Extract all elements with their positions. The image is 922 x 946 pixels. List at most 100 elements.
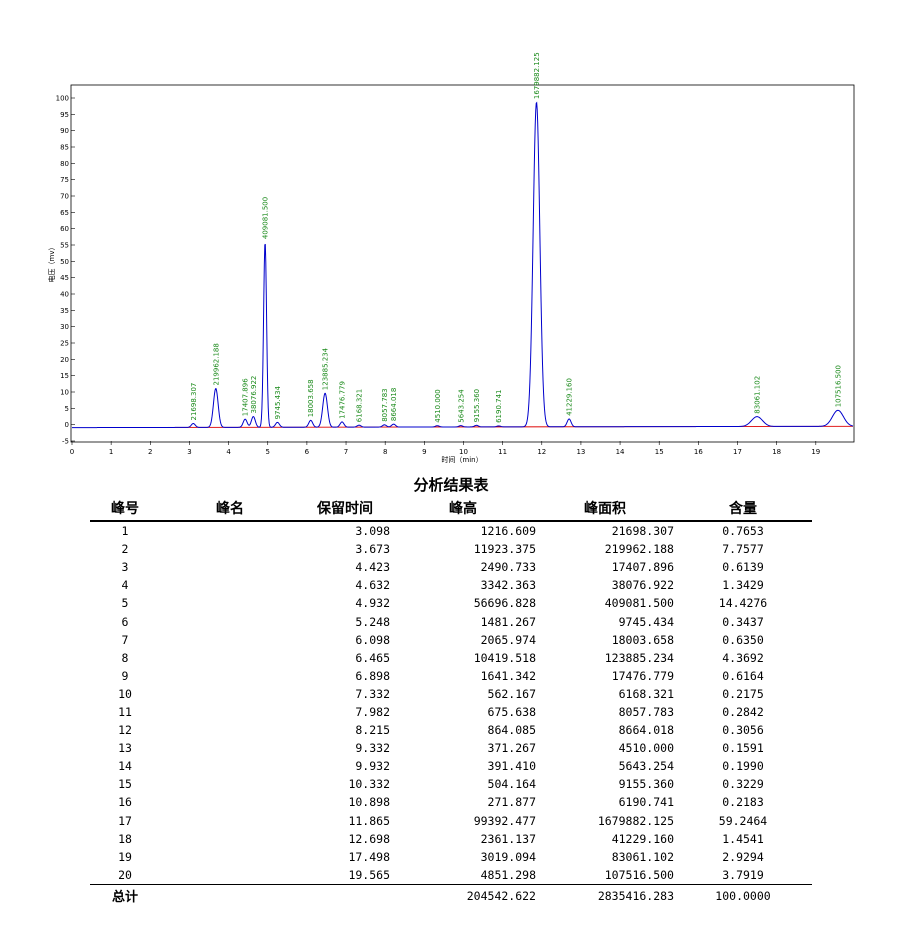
peak-label: 21698.307 bbox=[190, 383, 198, 421]
content-percent-cell: 1.4541 bbox=[722, 831, 764, 846]
table-row: 16 10.898 271.877 6190.741 0.2183 bbox=[90, 793, 812, 811]
peak-label: 17476.779 bbox=[339, 381, 347, 419]
signal-trace bbox=[72, 101, 854, 429]
content-percent-cell: 0.2175 bbox=[722, 686, 764, 701]
y-tick-label: 5 bbox=[65, 405, 69, 413]
table-row: 6 5.248 1481.267 9745.434 0.3437 bbox=[90, 612, 812, 630]
peak-number-cell: 1 bbox=[121, 524, 129, 539]
retention-time-cell: 12.698 bbox=[348, 831, 390, 846]
peak-height-cell: 2490.733 bbox=[480, 560, 536, 575]
y-tick-label: 50 bbox=[60, 258, 69, 266]
header-peak-no: 峰号 bbox=[90, 496, 160, 522]
peak-name-cell bbox=[160, 631, 300, 649]
retention-time-cell: 7.982 bbox=[355, 704, 390, 719]
peak-area-cell: 83061.102 bbox=[611, 849, 674, 864]
peak-name-cell bbox=[160, 612, 300, 630]
y-tick-label: 80 bbox=[60, 160, 69, 168]
peak-number-cell: 17 bbox=[118, 813, 132, 828]
header-peak-name: 峰名 bbox=[160, 496, 300, 522]
total-empty-rt bbox=[300, 883, 390, 907]
table-row: 19 17.498 3019.094 83061.102 2.9294 bbox=[90, 848, 812, 866]
plot-frame bbox=[70, 84, 855, 443]
peak-number-cell: 19 bbox=[118, 849, 132, 864]
y-tick-label: 15 bbox=[60, 372, 69, 380]
peak-name-cell bbox=[160, 521, 300, 540]
y-axis-ticks: -5 0 5 10 15 20 25 30 35 40 45 50 55 60 65 70 75 80 85 90 95… bbox=[56, 95, 75, 446]
results-table-section: 分析结果表 峰号 峰名 保留时间 峰高 峰面积 含量 1 3.098 1216.60… bbox=[90, 474, 812, 907]
peak-height-cell: 10419.518 bbox=[473, 650, 536, 665]
total-row: 总计 204542.622 2835416.283 100.0000 bbox=[90, 883, 812, 907]
y-tick-label: -5 bbox=[62, 438, 69, 446]
peak-name-cell bbox=[160, 558, 300, 576]
y-axis-label: 电压（mv） bbox=[47, 244, 56, 283]
peak-number-cell: 20 bbox=[118, 867, 132, 882]
peak-area-cell: 107516.500 bbox=[604, 867, 674, 882]
peak-name-cell bbox=[160, 649, 300, 667]
x-tick-label: 2 bbox=[148, 448, 152, 456]
peak-area-cell: 18003.658 bbox=[611, 632, 674, 647]
total-label: 总计 bbox=[90, 883, 160, 907]
peak-label: 17407.896 bbox=[242, 378, 250, 416]
peak-height-cell: 3019.094 bbox=[480, 849, 536, 864]
peak-height-cell: 4851.298 bbox=[480, 867, 536, 882]
table-row: 14 9.932 391.410 5643.254 0.1990 bbox=[90, 757, 812, 775]
peak-area-cell: 8057.783 bbox=[618, 704, 674, 719]
peak-label: 8664.018 bbox=[390, 388, 398, 421]
peak-number-cell: 5 bbox=[121, 596, 129, 611]
peak-number-cell: 14 bbox=[118, 759, 132, 774]
x-tick-label: 15 bbox=[655, 448, 664, 456]
content-percent-cell: 59.2464 bbox=[718, 813, 768, 828]
peak-label: 9745.434 bbox=[274, 385, 282, 419]
peak-area-cell: 6190.741 bbox=[618, 795, 674, 810]
peak-area-cell: 17407.896 bbox=[611, 560, 674, 575]
peak-number-cell: 9 bbox=[121, 668, 129, 683]
x-tick-label: 1 bbox=[109, 448, 113, 456]
peak-height-cell: 11923.375 bbox=[473, 542, 536, 557]
y-tick-label: 60 bbox=[60, 225, 69, 233]
retention-time-cell: 4.423 bbox=[355, 560, 390, 575]
peak-number-cell: 16 bbox=[118, 795, 132, 810]
header-content: 含量 bbox=[674, 496, 812, 522]
peak-label: 8057.783 bbox=[381, 388, 389, 421]
peak-name-cell bbox=[160, 848, 300, 866]
peak-area-cell: 409081.500 bbox=[604, 596, 674, 611]
peak-name-cell bbox=[160, 830, 300, 848]
peak-height-cell: 2361.137 bbox=[480, 831, 536, 846]
table-row: 4 4.632 3342.363 38076.922 1.3429 bbox=[90, 576, 812, 594]
peak-area-cell: 9155.360 bbox=[618, 777, 674, 792]
table-row: 9 6.898 1641.342 17476.779 0.6164 bbox=[90, 667, 812, 685]
x-tick-label: 14 bbox=[616, 448, 625, 456]
peak-height-cell: 1481.267 bbox=[480, 614, 536, 629]
peak-label: 5643.254 bbox=[457, 389, 465, 423]
content-percent-cell: 0.2842 bbox=[722, 704, 764, 719]
y-tick-label: 65 bbox=[60, 209, 69, 217]
peak-label: 6168.321 bbox=[356, 389, 364, 422]
peak-label: 219962.188 bbox=[212, 343, 220, 385]
retention-time-cell: 7.332 bbox=[355, 686, 390, 701]
peak-number-cell: 15 bbox=[118, 777, 132, 792]
peak-area-cell: 8664.018 bbox=[618, 723, 674, 738]
table-row: 11 7.982 675.638 8057.783 0.2842 bbox=[90, 703, 812, 721]
peak-label: 83061.102 bbox=[754, 376, 762, 414]
content-percent-cell: 14.4276 bbox=[718, 596, 768, 611]
peak-height-cell: 371.267 bbox=[487, 741, 536, 756]
peak-label: 18003.658 bbox=[307, 379, 315, 417]
peak-area-cell: 17476.779 bbox=[611, 668, 674, 683]
peak-number-cell: 4 bbox=[121, 578, 129, 593]
results-title: 分析结果表 bbox=[413, 476, 489, 494]
table-row: 2 3.673 11923.375 219962.188 7.7577 bbox=[90, 540, 812, 558]
table-row: 10 7.332 562.167 6168.321 0.2175 bbox=[90, 685, 812, 703]
y-tick-label: 10 bbox=[60, 389, 69, 397]
content-percent-cell: 0.1591 bbox=[722, 741, 764, 756]
header-peak-area: 峰面积 bbox=[536, 496, 674, 522]
content-percent-cell: 0.7653 bbox=[722, 524, 764, 539]
total-empty-name bbox=[160, 883, 300, 907]
peak-area-cell: 5643.254 bbox=[618, 759, 674, 774]
content-percent-cell: 0.3437 bbox=[722, 614, 764, 629]
x-tick-label: 18 bbox=[772, 448, 781, 456]
content-percent-cell: 0.3229 bbox=[722, 777, 764, 792]
y-tick-label: 25 bbox=[60, 340, 69, 348]
retention-time-cell: 10.898 bbox=[348, 795, 390, 810]
peak-label: 107516.500 bbox=[834, 365, 842, 407]
peak-name-cell bbox=[160, 685, 300, 703]
